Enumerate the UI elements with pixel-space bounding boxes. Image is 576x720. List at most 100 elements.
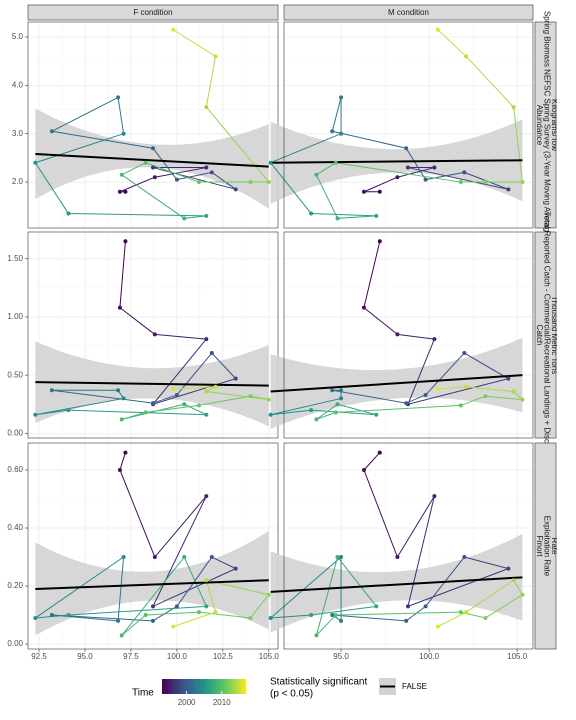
point [117, 305, 122, 310]
trajectory-segment [485, 594, 523, 619]
trajectory-segment [35, 409, 69, 416]
point [66, 408, 71, 413]
trajectory-segment [316, 411, 336, 420]
fit-line [270, 159, 523, 164]
colorbar-step [225, 679, 228, 694]
point [196, 180, 201, 185]
point [121, 555, 126, 560]
strip-label: Total Reported Catch - Commercial/Recrea… [542, 212, 551, 459]
trajectory-segment [315, 556, 339, 636]
point [174, 604, 179, 609]
trajectory-segment [172, 29, 216, 57]
point [152, 555, 157, 560]
trajectory-segment [145, 404, 200, 413]
point [511, 389, 516, 394]
trajectory-segment [316, 614, 337, 636]
point [182, 555, 187, 560]
trajectory-segment [119, 241, 126, 308]
point [435, 387, 440, 392]
point [33, 412, 38, 417]
trajectory-segment [270, 556, 342, 619]
trajectory-segment [407, 167, 509, 190]
strip-bg [534, 231, 557, 439]
point [395, 175, 400, 180]
trajectory-segment [464, 556, 509, 570]
trajectory-segment [250, 594, 270, 619]
point [33, 615, 38, 620]
trajectory-segment [119, 469, 156, 558]
trajectory-segment [437, 386, 467, 390]
trajectory-segment [311, 212, 377, 217]
point [204, 105, 209, 110]
colorbar-step [239, 679, 243, 694]
x-tick-label: 92.5 [31, 652, 47, 661]
trajectory-segment [145, 162, 200, 183]
trajectory-segment [337, 556, 377, 607]
x-tick-label: 100.0 [167, 652, 188, 661]
colorbar-step [220, 679, 224, 694]
point [520, 180, 525, 185]
point [335, 555, 340, 560]
point [151, 165, 155, 170]
trajectory-segment [154, 167, 207, 178]
colorbar-step [241, 679, 245, 694]
trajectory-segment [335, 611, 461, 616]
point [123, 189, 128, 194]
point [66, 613, 71, 618]
point [432, 165, 437, 170]
trajectory-segment [119, 307, 156, 335]
point [330, 613, 335, 618]
trajectory-segment [407, 495, 435, 607]
colorbar-step [237, 679, 240, 694]
point [520, 397, 525, 402]
trajectory-segment [184, 215, 207, 219]
point [458, 403, 463, 408]
point [204, 337, 209, 342]
point [405, 604, 410, 609]
trajectory-segment [406, 394, 426, 404]
strip-label: Abundance [535, 105, 544, 146]
trajectory-segment [121, 556, 185, 636]
strip-label: F condition [133, 8, 172, 17]
point [335, 216, 340, 221]
trajectory-segment [176, 352, 213, 396]
point [330, 129, 335, 134]
point [213, 384, 218, 389]
colorbar-step [170, 679, 173, 694]
point [268, 412, 273, 417]
point [151, 146, 155, 151]
point [233, 187, 238, 192]
point [423, 392, 428, 397]
point [377, 450, 382, 455]
panel-border [283, 231, 534, 439]
trajectory-segment [176, 556, 213, 607]
point [511, 578, 516, 583]
legend-title: Time [132, 688, 154, 699]
point [204, 165, 209, 170]
trajectory-segment [270, 614, 312, 619]
point [119, 172, 124, 177]
colorbar-step [222, 679, 226, 694]
trajectory-segment [35, 397, 124, 416]
trajectory-segment [315, 174, 338, 219]
trajectory-segment [119, 176, 156, 193]
point [151, 618, 155, 623]
trajectory-segment [183, 556, 207, 607]
trajectory-segment [335, 404, 461, 413]
x-tick-label: 100.0 [419, 652, 440, 661]
fit-line [35, 579, 269, 590]
trajectory-segment [121, 411, 146, 420]
point [511, 105, 516, 110]
point [339, 388, 344, 393]
fit-line [270, 374, 523, 393]
trajectory-segment [211, 352, 237, 379]
point [309, 408, 314, 413]
trajectory-segment [152, 378, 236, 405]
trajectory-segment [205, 106, 270, 183]
trajectory-segment [335, 162, 461, 183]
point [233, 566, 238, 571]
panel-border [283, 442, 534, 650]
point [123, 450, 128, 455]
panel-bg [284, 22, 533, 228]
